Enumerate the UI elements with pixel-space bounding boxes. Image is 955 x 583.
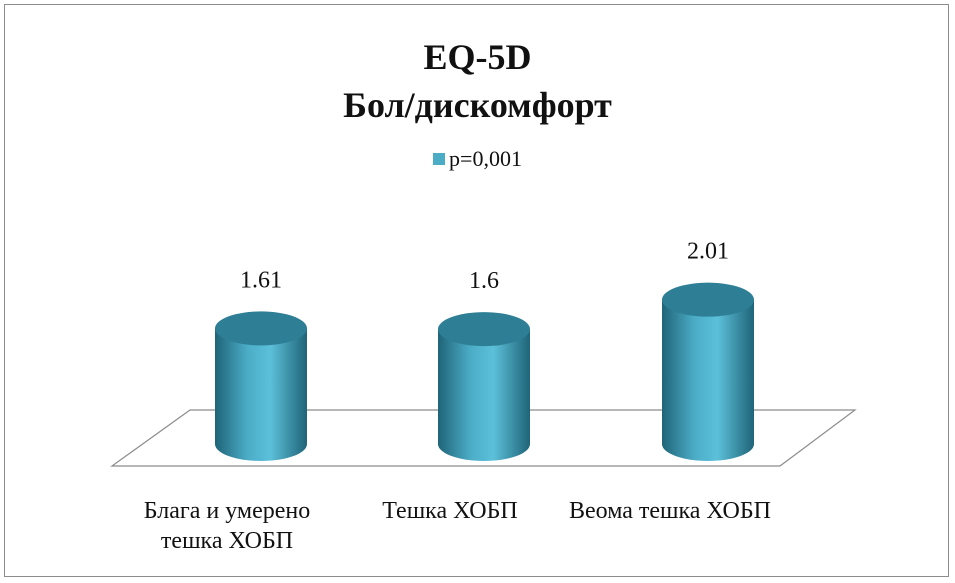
bar-1: 1.61 xyxy=(215,267,307,461)
category-label-3: Веома тешка ХОБП xyxy=(568,498,771,524)
bar-body-1 xyxy=(215,328,307,461)
bars-group: 1.61 1.6 2.01 xyxy=(215,239,754,461)
bar-top-2 xyxy=(438,312,530,347)
category-label-2: Тешка ХОБП xyxy=(382,498,518,524)
legend-swatch xyxy=(433,153,446,165)
data-label-1: 1.61 xyxy=(240,267,282,293)
bar-top-3 xyxy=(662,282,754,317)
bar-body-2 xyxy=(438,329,530,461)
data-label-2: 1.6 xyxy=(469,268,499,294)
category-label-1: Блага и умерено тешка ХОБП xyxy=(143,498,311,554)
chart-title: EQ-5D xyxy=(423,37,532,77)
chart-subtitle: Бол/дискомфорт xyxy=(343,85,612,125)
bar-3: 2.01 xyxy=(662,239,754,461)
chart-area xyxy=(4,4,949,577)
legend: p=0,001 xyxy=(0,146,955,172)
bar-body-3 xyxy=(662,299,754,461)
bar-top-1 xyxy=(215,311,307,346)
bar-2: 1.6 xyxy=(438,268,530,461)
legend-label: p=0,001 xyxy=(449,146,522,171)
data-label-3: 2.01 xyxy=(687,239,729,265)
